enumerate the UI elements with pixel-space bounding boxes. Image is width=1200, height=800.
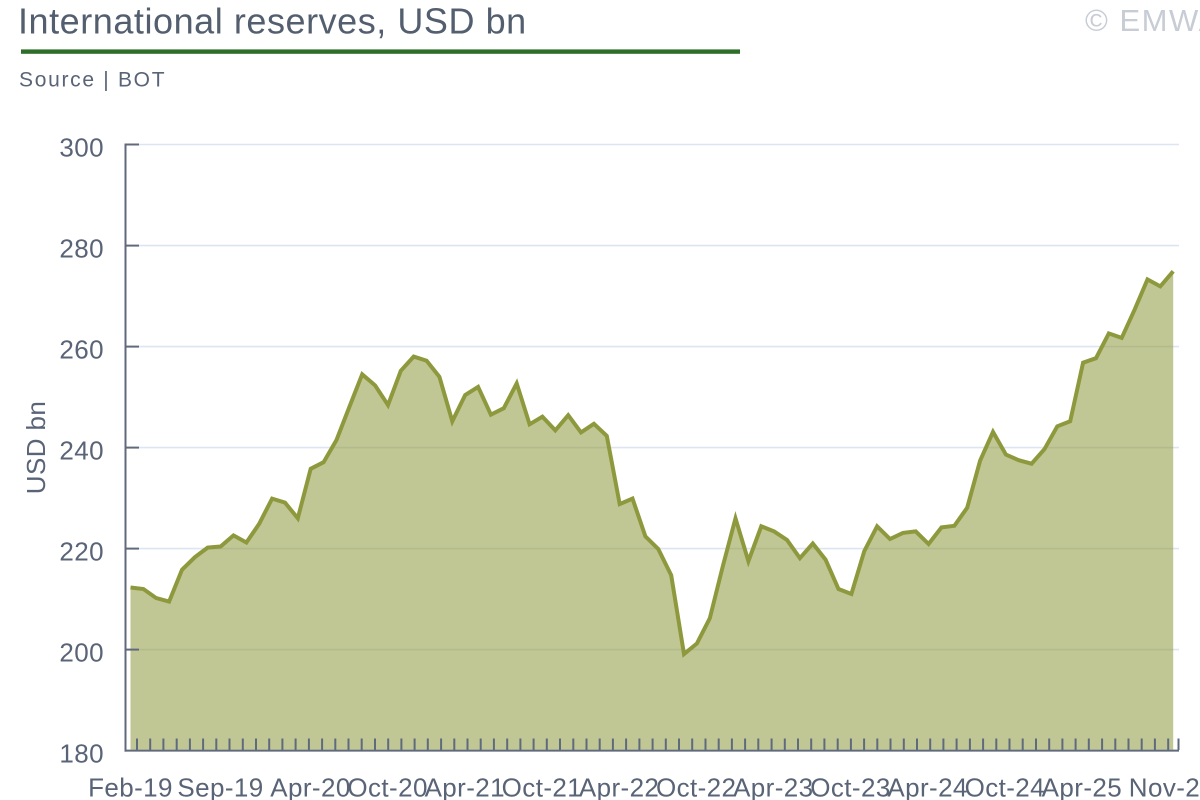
svg-text:220: 220 [59,537,104,567]
svg-text:Oct-23: Oct-23 [810,773,890,800]
svg-text:International reserves, USD bn: International reserves, USD bn [18,1,527,42]
svg-text:Apr-24: Apr-24 [887,773,967,800]
svg-text:USD bn: USD bn [21,401,51,494]
svg-text:Apr-20: Apr-20 [270,773,350,800]
svg-text:Feb-19: Feb-19 [88,773,173,800]
svg-text:Apr-22: Apr-22 [579,773,659,800]
svg-text:Oct-20: Oct-20 [347,773,427,800]
svg-text:200: 200 [59,638,104,668]
svg-text:Source | BOT: Source | BOT [19,68,166,91]
svg-text:Apr-25: Apr-25 [1042,773,1122,800]
svg-text:Oct-24: Oct-24 [965,773,1045,800]
svg-text:Apr-23: Apr-23 [733,773,813,800]
svg-text:280: 280 [59,234,104,264]
svg-text:Oct-21: Oct-21 [502,773,582,800]
svg-text:Oct-22: Oct-22 [656,773,736,800]
svg-text:Nov-25: Nov-25 [1129,773,1200,800]
svg-text:180: 180 [59,739,104,769]
svg-text:260: 260 [59,335,104,365]
svg-text:Sep-19: Sep-19 [177,773,263,800]
svg-text:Apr-21: Apr-21 [425,773,505,800]
svg-text:300: 300 [59,133,104,163]
svg-text:240: 240 [59,436,104,466]
svg-text:© EMWA: © EMWA [1085,3,1200,38]
